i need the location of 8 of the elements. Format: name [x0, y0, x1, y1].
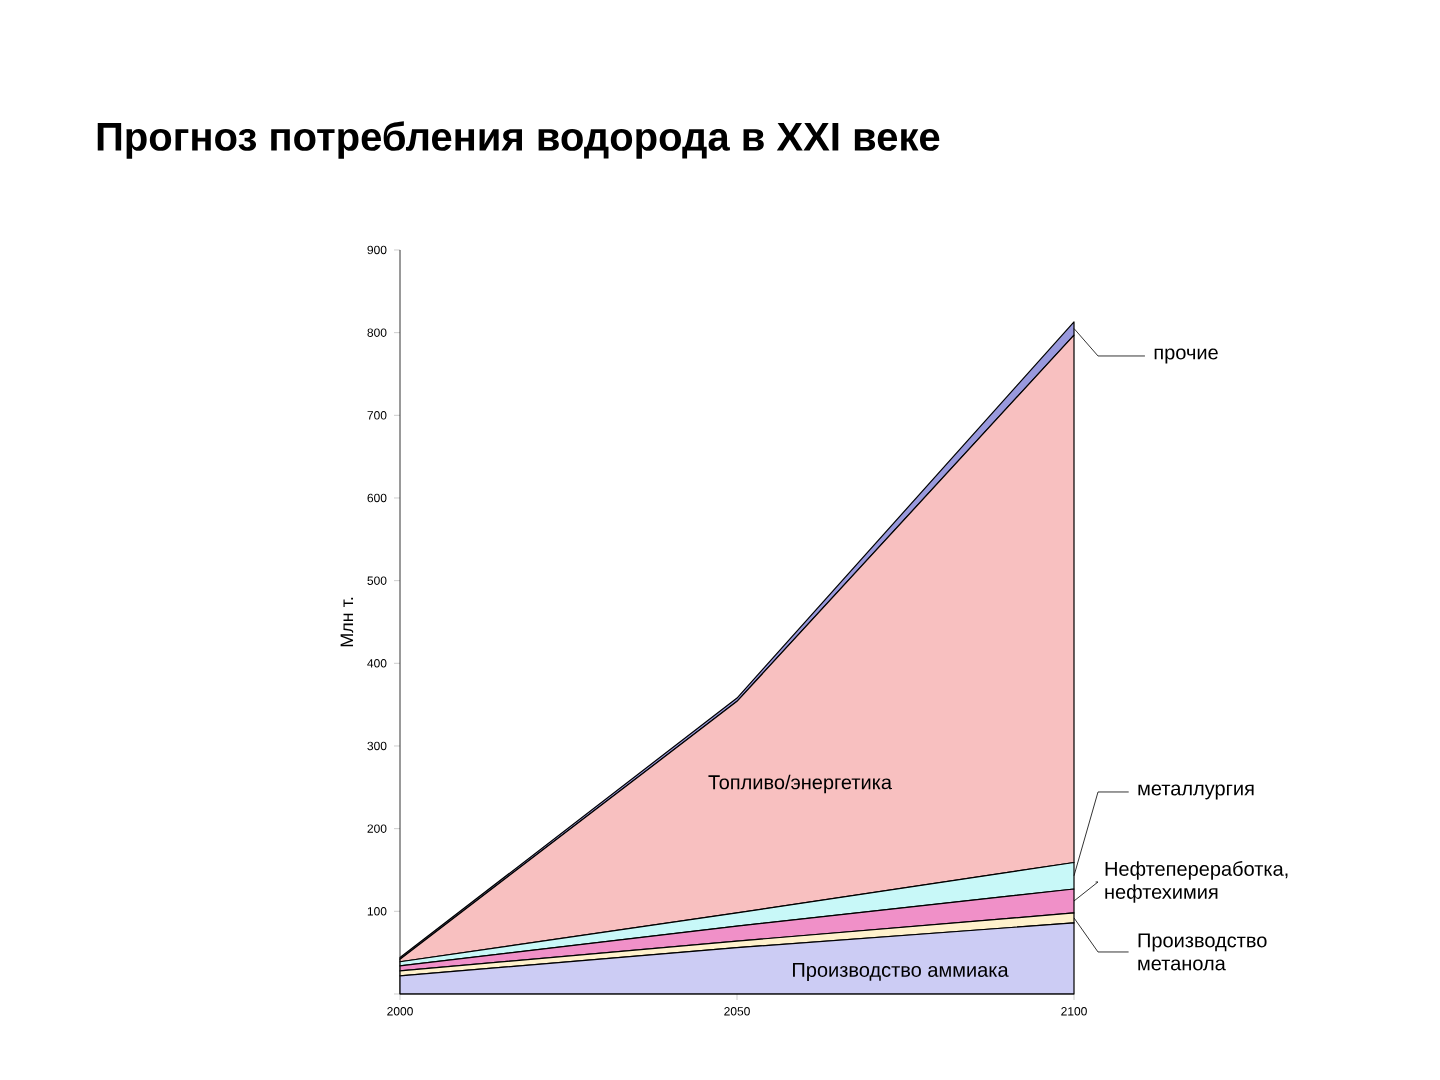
legend-label: Нефтепереработка, нефтехимия: [1105, 861, 1288, 903]
chart-title: Прогноз потребления водорода в XXI веке: [97, 121, 940, 159]
text: металлургия: [1138, 784, 1254, 800]
series-label: Производство аммиака: [793, 963, 1009, 981]
legend-label: прочие: [1154, 348, 1218, 364]
y-axis-title: Млн т.: [340, 597, 354, 647]
legend-label: Производство метанола: [1138, 933, 1267, 971]
series-label: Топливо/энергетика: [708, 774, 893, 794]
